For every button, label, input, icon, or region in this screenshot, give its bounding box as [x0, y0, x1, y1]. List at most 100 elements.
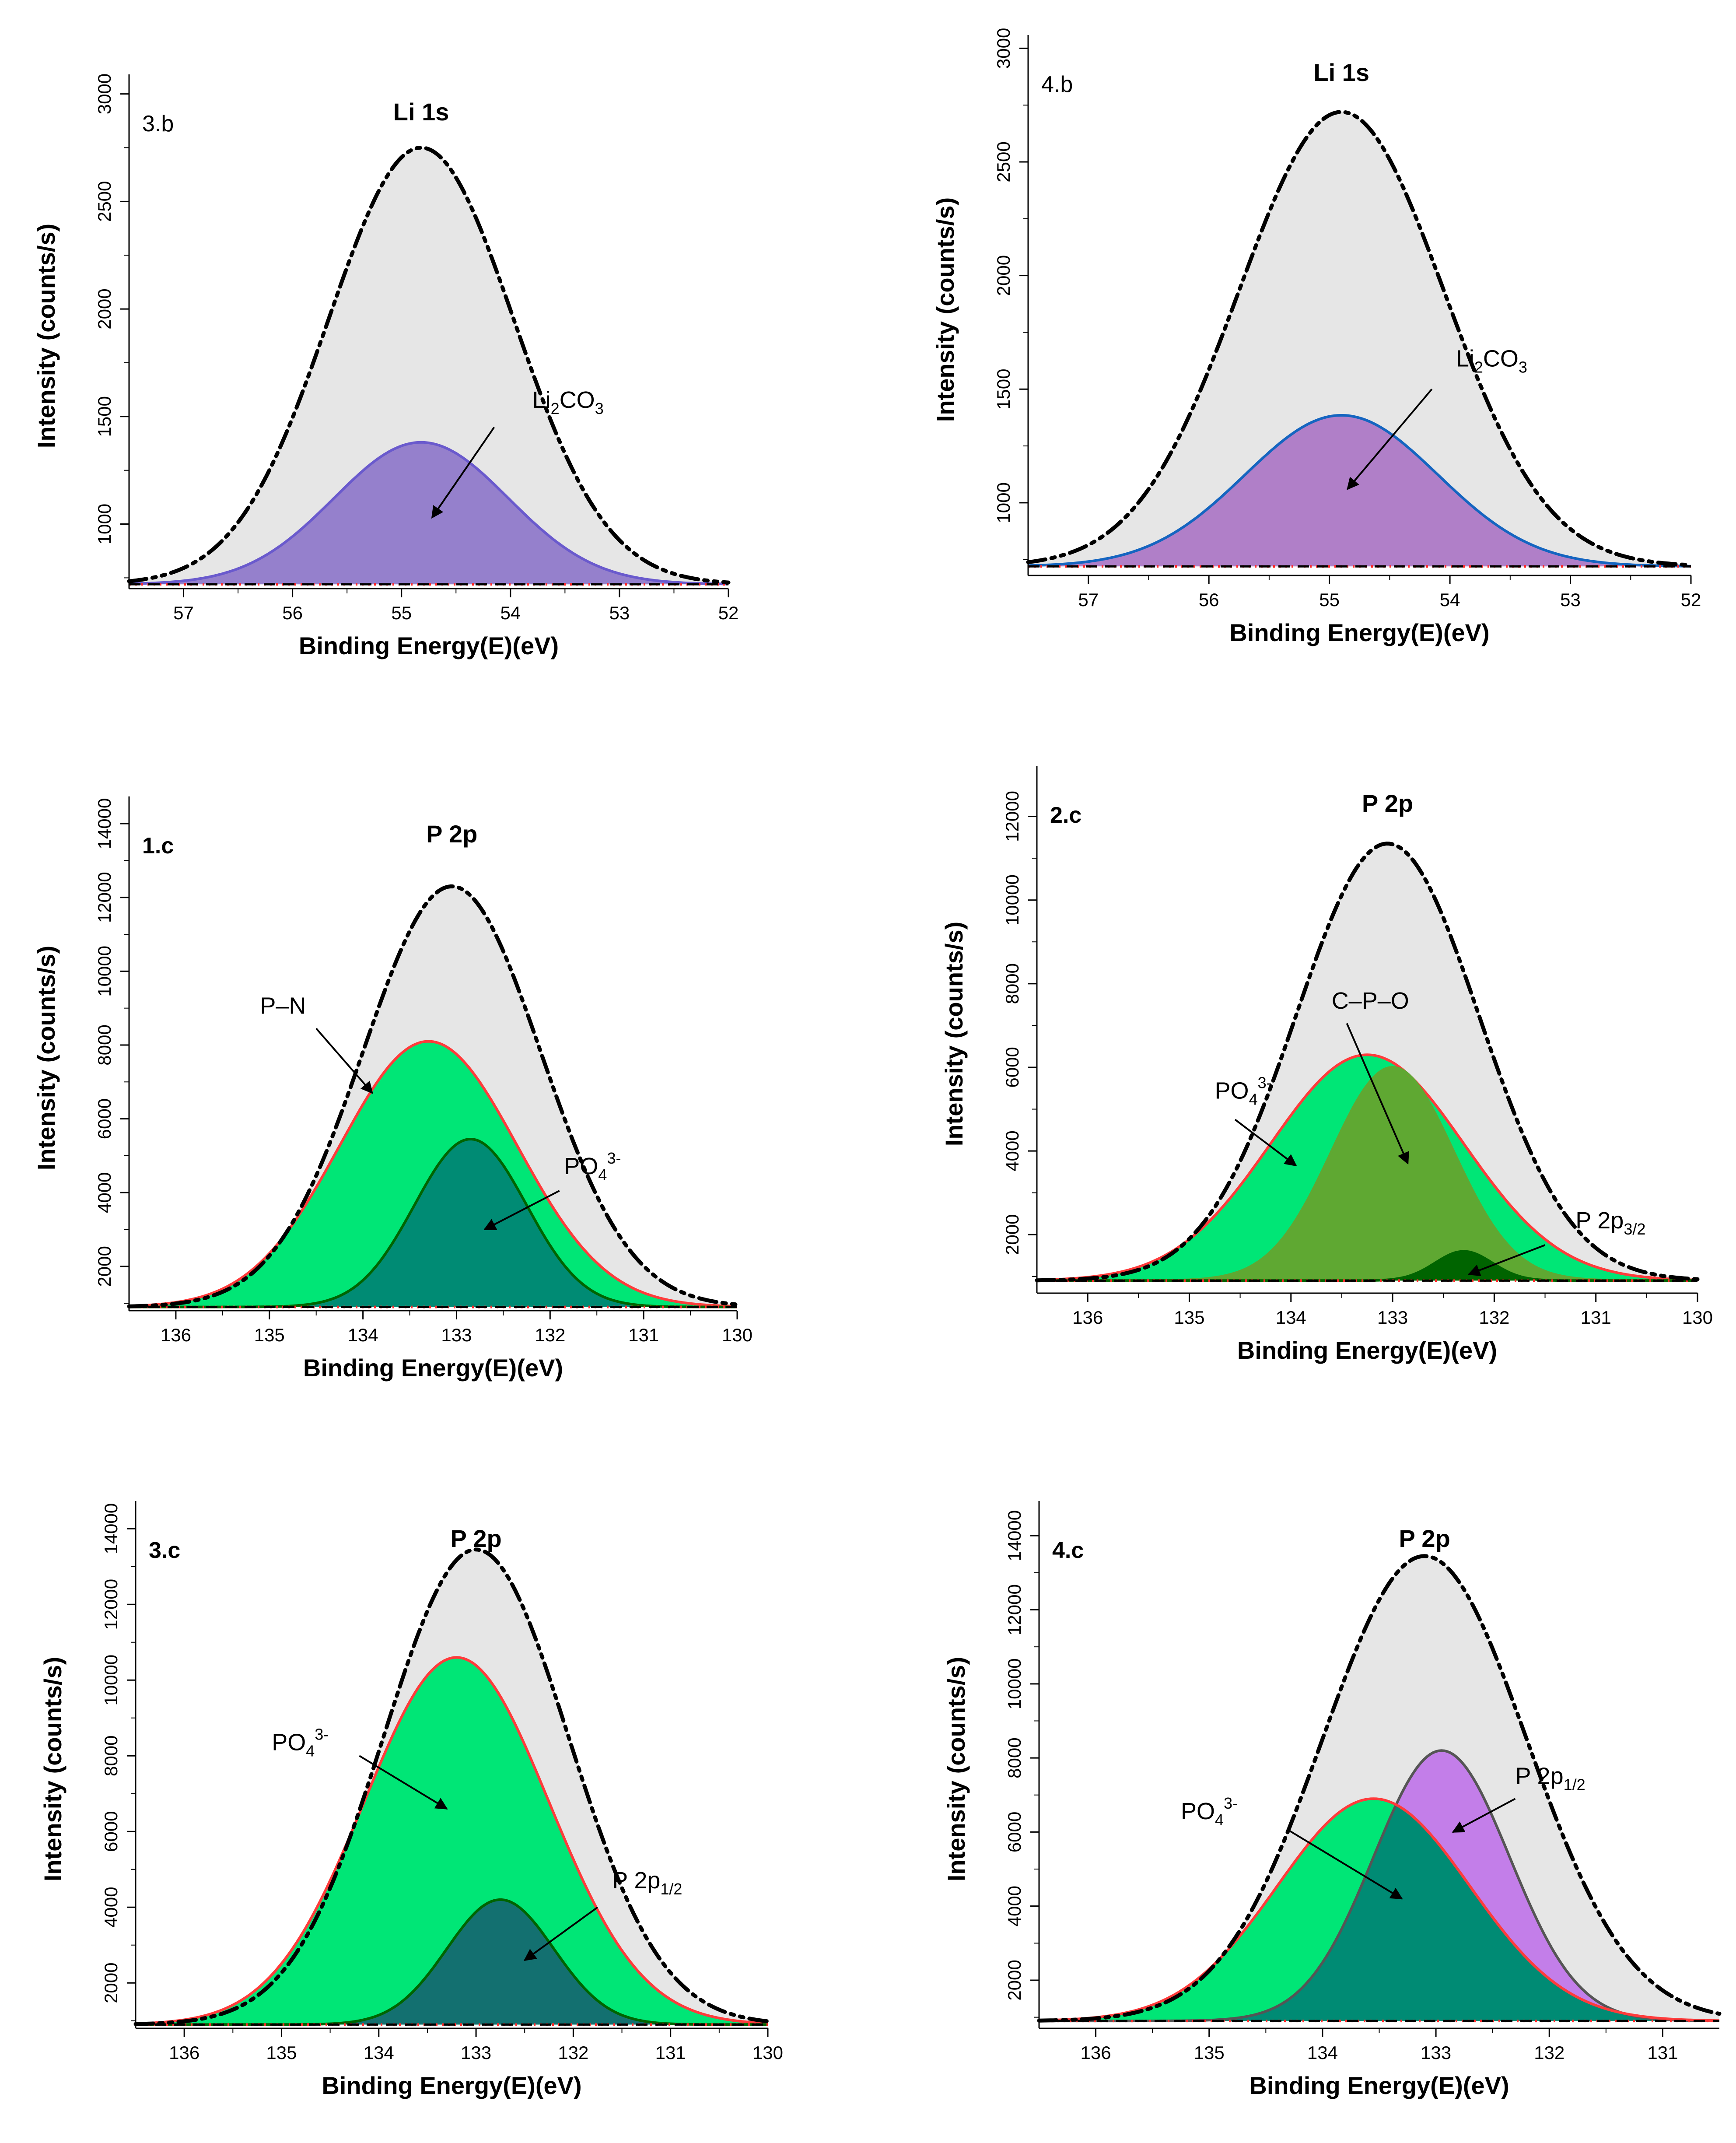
annotation-arrow — [523, 1906, 598, 1961]
panel-4c: 136 135 134 133 132 131 2000 4000 6000 8000 10000 1… — [942, 1501, 1722, 2099]
envelope-line — [133, 1547, 770, 2026]
component-line-0 — [129, 1040, 738, 1308]
annotation-arrow — [359, 1755, 448, 1810]
y-tick-label: 1500 — [94, 396, 115, 437]
y-tick-label: 8000 — [1002, 963, 1022, 1004]
x-axis-title: Binding Energy(E)(eV) — [1249, 2072, 1509, 2099]
annotation-arrow — [1288, 1829, 1403, 1900]
y-tick-label: 10000 — [1004, 1658, 1025, 1709]
x-tick-label: 56 — [1199, 589, 1219, 610]
annotation-label: Li2CO3 — [1456, 345, 1527, 376]
panel-label: 4.b — [1041, 72, 1073, 97]
component-area-0 — [129, 442, 728, 585]
annotation-arrow — [1467, 1244, 1546, 1277]
x-tick-label: 134 — [364, 2042, 394, 2063]
y-tick-label: 10000 — [94, 946, 115, 997]
component-area-0 — [1028, 415, 1691, 567]
x-tick-label: 57 — [173, 603, 194, 623]
y-tick-label: 14000 — [101, 1503, 121, 1554]
panel-title: P 2p — [1362, 789, 1413, 817]
panel-label: 2.c — [1050, 803, 1082, 828]
x-axis-title: Binding Energy(E)(eV) — [299, 632, 559, 659]
x-tick-label: 52 — [718, 603, 739, 623]
annotation-label: PO43- — [564, 1149, 621, 1184]
y-tick-label: 14000 — [94, 798, 115, 849]
x-tick-label: 136 — [1081, 2042, 1111, 2063]
x-tick-label: 57 — [1078, 589, 1099, 610]
y-axis-title: Intensity (counts/s) — [32, 224, 60, 448]
annotation-label: PO43- — [272, 1725, 329, 1760]
panel-label: 3.b — [142, 111, 174, 137]
y-tick-label: 4000 — [101, 1887, 121, 1927]
x-tick-label: 131 — [655, 2042, 686, 2063]
x-tick-label: 134 — [348, 1325, 378, 1345]
envelope-line — [1026, 110, 1693, 567]
y-tick-label: 3000 — [993, 28, 1014, 69]
y-tick-label: 4000 — [1002, 1130, 1022, 1171]
panel-title: P 2p — [426, 820, 477, 848]
envelope-area — [129, 147, 728, 585]
x-tick-label: 135 — [254, 1325, 285, 1345]
y-tick-label: 6000 — [1002, 1047, 1022, 1087]
x-tick-label: 133 — [1377, 1307, 1408, 1328]
x-tick-label: 133 — [461, 2042, 491, 2063]
annotation-label: Li2CO3 — [532, 387, 604, 417]
x-tick-label: 133 — [441, 1325, 472, 1345]
y-tick-label: 3000 — [94, 74, 115, 114]
x-tick-label: 135 — [266, 2042, 297, 2063]
y-tick-label: 12000 — [101, 1579, 121, 1630]
annotation-arrow — [1346, 1023, 1409, 1165]
component-line-0 — [129, 441, 728, 586]
annotation-label: PO43- — [1215, 1074, 1272, 1108]
y-tick-label: 2000 — [1004, 1960, 1025, 2000]
y-tick-label: 6000 — [94, 1098, 115, 1139]
y-tick-label: 1000 — [993, 482, 1014, 523]
envelope-area — [1039, 1556, 1719, 2021]
x-tick-label: 54 — [500, 603, 521, 623]
y-tick-label: 12000 — [1002, 791, 1022, 842]
overlap-area — [1039, 1805, 1719, 2021]
y-tick-label: 1000 — [94, 504, 115, 544]
y-tick-label: 2500 — [993, 141, 1014, 182]
panel-4b: 57 56 55 54 53 52 1000 1500 2000 2500 3000 Binding … — [931, 28, 1701, 646]
panel-1c: 136 135 134 133 132 131 130 2000 4000 6000 8000 100… — [32, 796, 752, 1382]
x-tick-label: 55 — [1319, 589, 1340, 610]
y-tick-label: 1500 — [993, 369, 1014, 410]
x-axis-title: Binding Energy(E)(eV) — [303, 1354, 563, 1382]
x-tick-label: 54 — [1440, 589, 1460, 610]
y-tick-label: 4000 — [94, 1172, 115, 1213]
y-tick-label: 2500 — [94, 181, 115, 222]
panel-3c: 136 135 134 133 132 131 130 2000 4000 6000 8000 100… — [39, 1501, 783, 2099]
annotation-label: P 2p1/2 — [612, 1867, 682, 1898]
y-tick-label: 2000 — [94, 288, 115, 329]
x-tick-label: 131 — [1581, 1307, 1611, 1328]
y-tick-label: 4000 — [1004, 1886, 1025, 1926]
annotation-label: P 2p1/2 — [1516, 1763, 1586, 1793]
x-tick-label: 135 — [1174, 1307, 1204, 1328]
x-axis-title: Binding Energy(E)(eV) — [322, 2072, 581, 2099]
component-line-0 — [1036, 1053, 1698, 1281]
annotation-arrow — [1347, 388, 1433, 490]
y-axis-title: Intensity (counts/s) — [942, 1657, 970, 1881]
y-tick-label: 8000 — [1004, 1737, 1025, 1778]
y-tick-label: 2000 — [94, 1246, 115, 1287]
panel-2c: 136 135 134 133 132 131 130 2000 4000 6000 8000 100… — [940, 766, 1713, 1364]
annotation-arrow — [431, 427, 495, 519]
x-tick-label: 134 — [1276, 1307, 1306, 1328]
x-tick-label: 136 — [161, 1325, 191, 1345]
y-axis-title: Intensity (counts/s) — [32, 946, 60, 1170]
x-tick-label: 52 — [1681, 589, 1701, 610]
component-area-1 — [1037, 1067, 1698, 1281]
x-axis-title: Binding Energy(E)(eV) — [1229, 619, 1489, 646]
y-tick-label: 2000 — [993, 255, 1014, 296]
component-area-1 — [129, 1139, 737, 1307]
x-tick-label: 135 — [1194, 2042, 1225, 2063]
y-axis-title: Intensity (counts/s) — [39, 1657, 66, 1881]
annotation-label: C–P–O — [1332, 988, 1409, 1014]
y-axis-title: Intensity (counts/s) — [940, 922, 968, 1146]
envelope-line — [1035, 842, 1700, 1283]
annotation-arrow — [483, 1190, 560, 1231]
annotation-label: P 2p3/2 — [1575, 1207, 1645, 1238]
envelope-line — [1037, 1554, 1722, 2023]
